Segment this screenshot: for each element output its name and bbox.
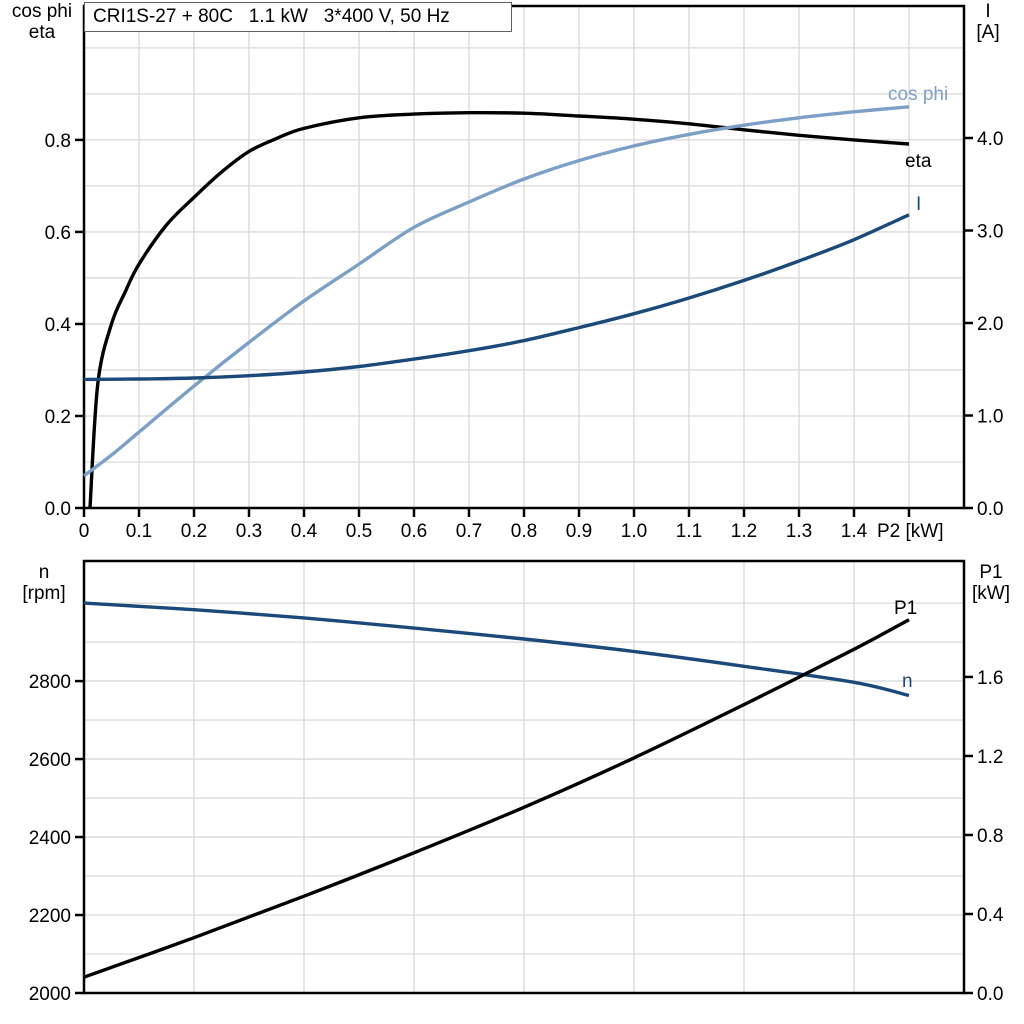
top-left-axis-header: cos phi eta <box>0 1 84 43</box>
right-axis-tick-label: 0.4 <box>977 905 1004 926</box>
right-axis-tick-label: 2.0 <box>977 314 1003 335</box>
right-axis-tick-label: 0.8 <box>977 826 1003 847</box>
curve-label-I: I <box>916 194 921 215</box>
axis-header-p1-unit: [kW] <box>972 583 1010 604</box>
right-axis-tick-label: 1.2 <box>977 747 1003 768</box>
curve-I <box>83 213 910 382</box>
curve-cos-phi <box>82 105 910 478</box>
x-axis-tick-label: 0.4 <box>291 521 318 542</box>
x-axis-tick-label: 0.5 <box>346 521 372 542</box>
axis-header-eta: eta <box>28 22 56 43</box>
axis-header-cosphi: cos phi <box>11 1 73 22</box>
left-axis-tick-label: 0.6 <box>45 223 71 244</box>
x-axis-tick-label: 0 <box>79 521 90 542</box>
right-axis-tick-label: 3.0 <box>977 221 1003 242</box>
curve-label-eta: eta <box>905 151 932 172</box>
x-axis-tick-label: 1.0 <box>621 521 647 542</box>
curve-P1 <box>83 618 910 979</box>
right-axis-tick-label: 1.0 <box>977 406 1003 427</box>
x-axis-tick-label: 0.7 <box>456 521 482 542</box>
left-axis-tick-label: 2000 <box>29 984 71 1005</box>
curve-label-P1: P1 <box>894 598 917 619</box>
bottom-left-axis-header: n [rpm] <box>4 562 84 604</box>
curve-n <box>83 601 910 698</box>
left-axis-tick-label: 2800 <box>29 672 71 693</box>
x-axis-tick-label: 0.6 <box>401 521 427 542</box>
right-axis-tick-label: 4.0 <box>977 129 1003 150</box>
right-axis-tick-label: 1.6 <box>977 668 1003 689</box>
x-axis-tick-label: 1.1 <box>676 521 702 542</box>
x-axis-tick-label: 1.3 <box>786 521 812 542</box>
curve-label-n: n <box>902 671 913 692</box>
curve-title-box: CRI1S-27 + 80C 1.1 kW 3*400 V, 50 Hz <box>84 2 512 32</box>
left-axis-tick-label: 0.0 <box>45 499 71 520</box>
axis-header-speed: n <box>38 562 50 583</box>
left-axis-tick-label: 2600 <box>29 750 71 771</box>
plot-frame <box>82 559 966 995</box>
axis-header-speed-unit: [rpm] <box>22 583 66 604</box>
right-axis-tick-label: 0.0 <box>977 984 1003 1005</box>
x-axis-tick-label: 0.8 <box>511 521 537 542</box>
x-axis-tick-label: 1.4 <box>841 521 868 542</box>
x-axis-tick-label: 0.9 <box>566 521 592 542</box>
x-axis-tick-label: 0.1 <box>126 521 152 542</box>
top-right-axis-header: I [A] <box>962 1 1014 43</box>
x-axis-title: P2 [kW] <box>877 521 944 542</box>
right-axis-tick-label: 0.0 <box>977 499 1003 520</box>
x-axis-tick-label: 0.3 <box>236 521 262 542</box>
axis-header-p1: P1 <box>979 562 1003 583</box>
bottom-right-axis-header: P1 [kW] <box>963 562 1019 604</box>
curve-eta <box>88 110 910 509</box>
left-axis-tick-label: 0.4 <box>45 315 72 336</box>
left-axis-tick-label: 2400 <box>29 828 71 849</box>
x-axis-tick-label: 0.2 <box>181 521 207 542</box>
curve-label-cos-phi: cos phi <box>888 84 948 105</box>
axis-header-current-unit: [A] <box>976 22 1000 43</box>
left-axis-tick-label: 0.2 <box>45 407 71 428</box>
axis-header-current: I <box>985 1 991 22</box>
left-axis-tick-label: 0.8 <box>45 131 71 152</box>
x-axis-tick-label: 1.2 <box>731 521 757 542</box>
left-axis-tick-label: 2200 <box>29 906 71 927</box>
